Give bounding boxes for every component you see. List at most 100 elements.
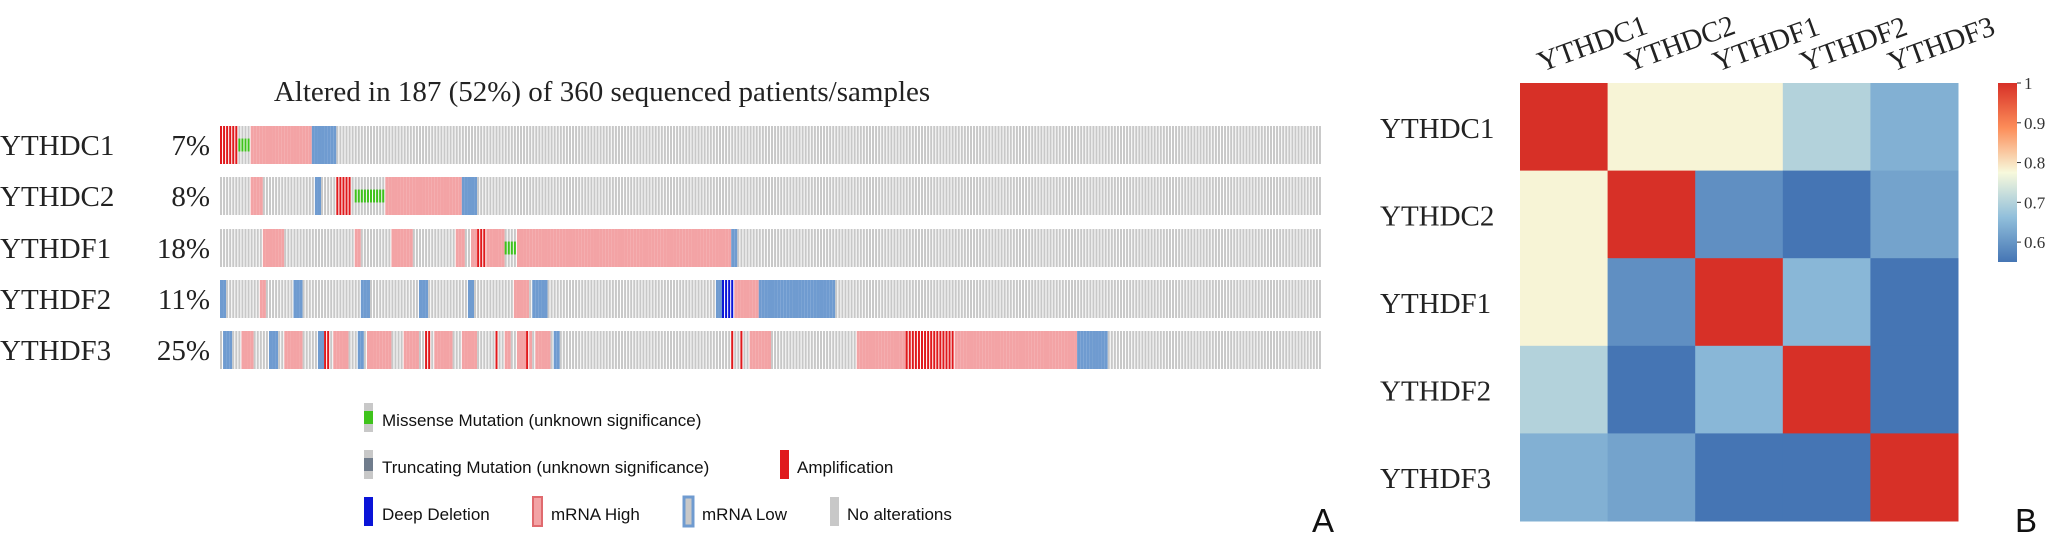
- sample-ythdf3-191: [804, 331, 807, 369]
- sample-ythdc2-271: [1049, 177, 1052, 215]
- sample-ythdf3-252: [991, 331, 995, 369]
- sample-ythdf3-212: [868, 331, 873, 369]
- sample-ythdf1-348: [1285, 229, 1288, 267]
- sample-ythdf3-186: [789, 331, 792, 369]
- sample-ythdc1-39: [339, 126, 342, 164]
- sample-ythdf2-348: [1285, 280, 1288, 318]
- heatmap-cell-ythdf3-ythdf2: [1782, 433, 1871, 522]
- sample-ythdf1-65: [418, 229, 421, 267]
- sample-ythdf3-214: [875, 331, 879, 369]
- sample-ythdf1-340: [1260, 229, 1263, 267]
- sample-ythdc2-343: [1269, 177, 1272, 215]
- sample-ythdc2-98: [519, 177, 523, 215]
- sample-ythdf2-63: [412, 280, 415, 318]
- sample-ythdf2-183: [780, 280, 784, 318]
- oncoprint-tracks: [220, 126, 1321, 369]
- sample-ythdf2-293: [1116, 280, 1119, 318]
- sample-ythdc1-175: [755, 126, 758, 164]
- sample-ythdc1-71: [437, 126, 440, 164]
- sample-ythdf2-278: [1070, 280, 1074, 318]
- sample-ythdf2-57: [394, 280, 397, 318]
- sample-ythdc2-226: [911, 177, 914, 215]
- sample-ythdf2-203: [841, 280, 844, 318]
- sample-ythdf2-86: [483, 280, 486, 318]
- sample-ythdf1-206: [850, 229, 853, 267]
- sample-ythdf2-151: [682, 280, 685, 318]
- sample-ythdc1-61: [406, 126, 409, 164]
- sample-ythdf2-343: [1269, 280, 1272, 318]
- sample-ythdf3-341: [1263, 331, 1266, 369]
- sample-ythdf2-318: [1193, 280, 1196, 318]
- sample-ythdc2-234: [936, 177, 939, 215]
- sample-ythdc1-87: [486, 126, 489, 164]
- sample-ythdc2-327: [1220, 177, 1224, 215]
- sample-ythdc2-331: [1233, 177, 1236, 215]
- sample-ythdf3-231: [927, 331, 930, 369]
- legend-deep-deletion-label: Deep Deletion: [382, 505, 490, 524]
- sample-ythdf1-64: [415, 229, 418, 267]
- sample-ythdc1-41: [345, 126, 348, 164]
- sample-ythdf1-279: [1074, 229, 1077, 267]
- sample-ythdf1-89: [492, 229, 496, 267]
- sample-ythdf3-28: [305, 331, 308, 369]
- sample-ythdf2-168: [734, 280, 738, 318]
- sample-ythdf3-147: [669, 331, 673, 369]
- sample-ythdc2-193: [810, 177, 813, 215]
- sample-ythdf3-277: [1067, 331, 1071, 369]
- sample-ythdc2-165: [725, 177, 728, 215]
- sample-ythdf1-292: [1113, 229, 1116, 267]
- sample-ythdf3-357: [1312, 331, 1315, 369]
- sample-ythdf1-309: [1165, 229, 1168, 267]
- sample-ythdc1-107: [547, 126, 550, 164]
- sample-ythdc1-207: [853, 126, 856, 164]
- sample-ythdf1-280: [1077, 229, 1080, 267]
- sample-ythdf3-316: [1187, 331, 1190, 369]
- sample-ythdc1-80: [464, 126, 467, 164]
- sample-ythdc2-291: [1110, 177, 1113, 215]
- sample-ythdc2-290: [1107, 177, 1110, 215]
- sample-ythdf1-209: [859, 229, 862, 267]
- sample-ythdc1-295: [1123, 126, 1126, 164]
- sample-ythdc1-62: [409, 126, 412, 164]
- sample-ythdc1-144: [660, 126, 663, 164]
- sample-ythdf2-196: [819, 280, 824, 318]
- sample-ythdc1-283: [1086, 126, 1089, 164]
- sample-ythdf3-208: [856, 331, 860, 369]
- sample-ythdf3-270: [1046, 331, 1050, 369]
- sample-ythdf1-278: [1070, 229, 1074, 267]
- sample-ythdf1-235: [939, 229, 942, 267]
- sample-ythdc2-276: [1064, 177, 1067, 215]
- sample-ythdf3-87: [486, 331, 489, 369]
- sample-ythdf2-34: [324, 280, 327, 318]
- sample-ythdf1-164: [722, 229, 726, 267]
- sample-ythdc1-271: [1049, 126, 1052, 164]
- sample-ythdf2-225: [908, 280, 911, 318]
- sample-ythdc1-67: [425, 126, 428, 164]
- sample-ythdc1-56: [391, 126, 394, 164]
- sample-ythdc1-52: [379, 126, 382, 164]
- sample-ythdf3-256: [1003, 331, 1007, 369]
- sample-ythdf2-358: [1315, 280, 1318, 318]
- sample-ythdc2-199: [829, 177, 832, 215]
- sample-ythdc2-1: [223, 177, 226, 215]
- sample-ythdc1-315: [1184, 126, 1187, 164]
- sample-ythdf3-71: [437, 331, 441, 369]
- sample-ythdc2-218: [887, 177, 890, 215]
- sample-ythdf2-35: [327, 280, 330, 318]
- sample-ythdc2-22: [287, 177, 290, 215]
- sample-ythdf3-158: [703, 331, 706, 369]
- sample-ythdf1-247: [976, 229, 979, 267]
- sample-ythdf1-163: [718, 229, 723, 267]
- sample-ythdc2-23: [290, 177, 293, 215]
- sample-ythdc2-115: [572, 177, 575, 215]
- sample-ythdf2-28: [305, 280, 308, 318]
- sample-ythdf3-189: [798, 331, 801, 369]
- sample-ythdc1-338: [1254, 126, 1257, 164]
- sample-ythdf2-51: [376, 280, 379, 318]
- sample-ythdc2-93: [504, 177, 507, 215]
- sample-ythdf2-99: [523, 280, 527, 318]
- sample-ythdf1-107: [547, 229, 551, 267]
- sample-ythdf2-59: [400, 280, 403, 318]
- sample-ythdc2-133: [627, 177, 630, 215]
- sample-ythdf1-91: [498, 229, 502, 267]
